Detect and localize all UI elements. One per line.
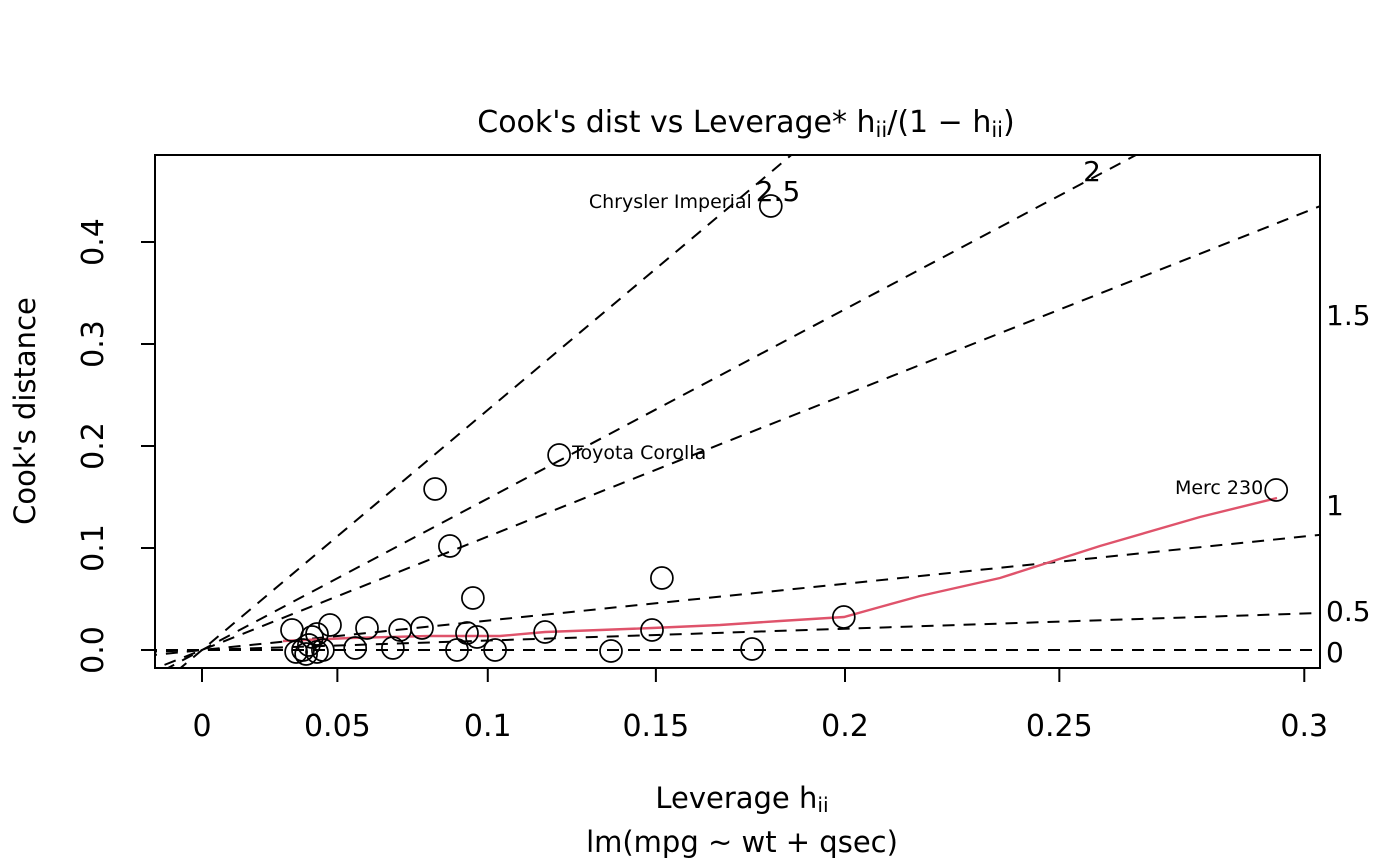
x-tick-label-0.05: 0.05	[304, 709, 371, 744]
data-point	[483, 638, 507, 662]
data-point	[831, 605, 856, 629]
y-tick-label-0.1: 0.1	[76, 524, 111, 572]
data-point	[465, 625, 489, 649]
contour-label-0: 0	[1326, 636, 1344, 669]
y-tick-label-0.2: 0.2	[76, 422, 111, 470]
y-tick-label-0.4: 0.4	[76, 218, 111, 266]
data-point-toyota-corolla	[547, 443, 571, 467]
contour-line-b2	[165, 155, 1139, 668]
x-tick-label-0.3: 0.3	[1280, 709, 1328, 744]
contour-label-2.5: 2.5	[756, 175, 801, 208]
data-point	[455, 621, 479, 645]
data-point-merc-230	[1264, 478, 1289, 502]
point-label-chrysler-imperial: Chrysler Imperial	[589, 191, 752, 213]
data-point	[438, 534, 462, 558]
data-point	[297, 633, 321, 657]
x-tick-label-0: 0	[192, 709, 211, 744]
contour-label-1: 1	[1326, 489, 1344, 522]
data-point	[599, 639, 623, 663]
x-tick-label-0.15: 0.15	[622, 709, 689, 744]
point-label-merc-230: Merc 230	[1175, 477, 1263, 499]
y-tick-label-0.0: 0.0	[76, 626, 111, 674]
data-point	[640, 618, 664, 642]
contour-label-1.5: 1.5	[1326, 299, 1371, 332]
model-sub-caption: lm(mpg ~ wt + qsec)	[586, 825, 898, 859]
smooth-trend-line	[282, 496, 1278, 643]
x-tick-label-0.1: 0.1	[464, 709, 512, 744]
data-point	[410, 616, 434, 640]
data-point	[650, 566, 674, 590]
y-tick-label-0.3: 0.3	[76, 320, 111, 368]
contour-label-0.5: 0.5	[1326, 595, 1371, 628]
plot-border	[154, 154, 1321, 669]
data-point	[423, 477, 447, 501]
contour-line-b1.5	[155, 205, 1320, 668]
x-tick-label-0.25: 0.25	[1026, 709, 1093, 744]
contour-line-b0.5	[155, 611, 1320, 653]
contour-label-2: 2	[1083, 155, 1101, 188]
data-point	[294, 642, 318, 666]
data-point	[318, 613, 342, 637]
x-axis-label: Leverage hii	[655, 781, 828, 817]
point-label-toyota-corolla: Toyota Corolla	[571, 442, 706, 464]
data-point	[311, 638, 335, 662]
data-point	[284, 640, 308, 664]
data-point-chrysler-imperial	[758, 194, 783, 218]
data-point	[461, 586, 485, 610]
data-point	[740, 637, 764, 661]
x-tick-label-0.2: 0.2	[821, 709, 869, 744]
contour-line-b2.5	[179, 155, 793, 668]
chart-title: Cook's dist vs Leverage* hii/(1 − hii)	[477, 105, 1014, 142]
data-point	[343, 636, 368, 660]
data-point	[355, 616, 379, 640]
data-point	[533, 620, 557, 644]
data-point	[381, 636, 405, 660]
contour-line-b1	[155, 533, 1320, 656]
y-axis-label: Cook's distance	[8, 297, 42, 525]
